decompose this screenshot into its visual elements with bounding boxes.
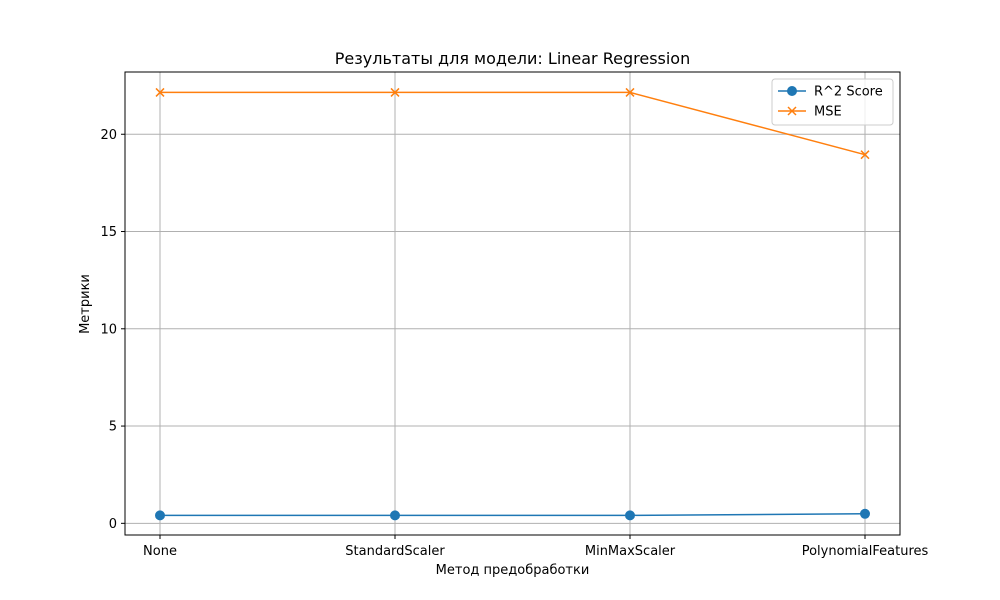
data-point-mse <box>390 87 400 97</box>
legend-marker-mse <box>787 106 797 116</box>
data-point-mse <box>625 87 635 97</box>
grid-lines <box>125 72 900 535</box>
y-tick-label: 5 <box>109 420 117 435</box>
series-line-mse <box>160 91 866 156</box>
y-tick-label: 15 <box>100 225 117 240</box>
legend: R^2 Score MSE <box>771 78 894 126</box>
series-line-r-2-score <box>160 513 866 517</box>
x-tick-label: StandardScaler <box>345 544 445 559</box>
x-tick-label: MinMaxScaler <box>585 544 676 559</box>
data-point-mse <box>155 87 165 97</box>
data-point-r-2-score <box>860 508 870 519</box>
y-tick-label: 10 <box>100 322 117 337</box>
y-tick-label: 20 <box>100 128 117 143</box>
data-point-r-2-score <box>625 510 635 521</box>
y-tick-label: 0 <box>109 517 117 532</box>
x-tick-label: None <box>143 544 177 559</box>
data-point-mse <box>860 150 870 160</box>
data-point-r-2-score <box>390 510 400 521</box>
x-tick-label: PolynomialFeatures <box>802 544 929 559</box>
axis-ticks: None StandardScaler MinMaxScaler Polynomial… <box>100 128 928 559</box>
legend-label-mse: MSE <box>814 105 842 120</box>
legend-label-r-2-score: R^2 Score <box>814 85 883 100</box>
legend-marker-r-2-score <box>787 86 797 96</box>
plot-area-frame <box>124 71 901 536</box>
y-axis-title: Метрики <box>78 274 93 334</box>
chart-title: Результаты для модели: Linear Regression <box>335 49 690 68</box>
series-group <box>155 87 870 521</box>
data-point-r-2-score <box>155 510 165 521</box>
x-axis-title: Метод предобработки <box>436 563 590 578</box>
